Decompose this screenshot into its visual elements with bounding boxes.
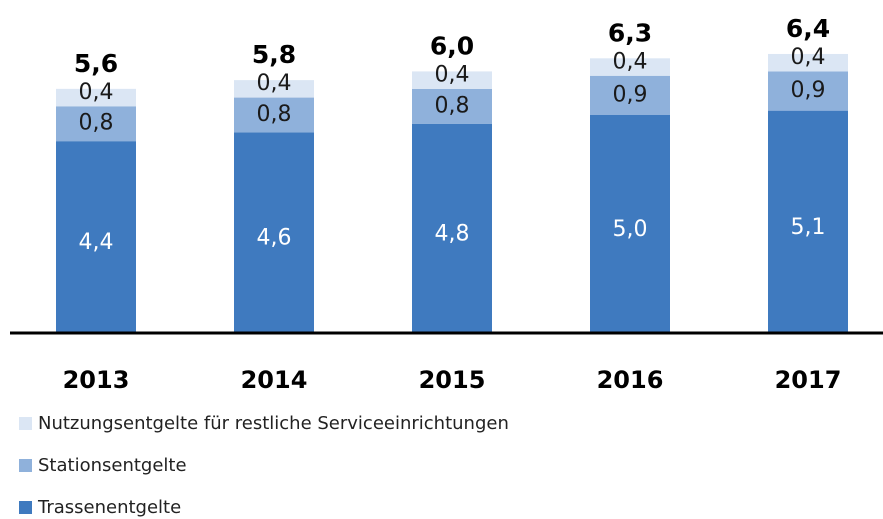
- total-label: 5,6: [74, 49, 118, 78]
- bar-segment: [56, 88, 136, 107]
- segment-label: 0,8: [79, 111, 114, 136]
- total-label: 6,0: [430, 31, 474, 60]
- segment-label: 5,1: [791, 215, 826, 240]
- segment-label: 0,9: [791, 78, 826, 103]
- bar-segment: [56, 141, 136, 333]
- total-label: 6,3: [608, 18, 652, 47]
- total-label: 6,4: [786, 14, 830, 43]
- x-tick-label: 2016: [597, 366, 664, 394]
- segment-label: 0,4: [79, 80, 114, 105]
- segment-label: 4,6: [257, 226, 292, 251]
- bar-segment: [590, 58, 670, 76]
- segment-label: 0,8: [257, 102, 292, 127]
- bar-segment: [590, 75, 670, 115]
- bar-segment: [412, 71, 492, 89]
- segment-label: 0,4: [435, 62, 470, 87]
- x-tick-label: 2017: [775, 366, 842, 394]
- bar-segment: [768, 71, 848, 111]
- x-tick-label: 2013: [63, 366, 130, 394]
- bar-segment: [412, 123, 492, 333]
- segment-label: 0,4: [257, 71, 292, 96]
- bar-segment: [768, 110, 848, 333]
- bar-segment: [56, 106, 136, 142]
- segment-label: 4,8: [435, 221, 470, 246]
- segment-label: 0,4: [791, 45, 826, 70]
- legend-swatch: [19, 501, 32, 514]
- legend-label: Trassenentgelte: [37, 497, 181, 518]
- segment-label: 0,8: [435, 93, 470, 118]
- segment-label: 0,9: [613, 82, 648, 107]
- bar-segment: [234, 80, 314, 98]
- legend-label: Nutzungsentgelte für restliche Serviceei…: [38, 413, 509, 434]
- x-tick-label: 2014: [241, 366, 308, 394]
- segment-label: 0,4: [613, 49, 648, 74]
- bar-segment: [590, 115, 670, 333]
- legend-label: Stationsentgelte: [38, 455, 187, 476]
- bar-segment: [234, 97, 314, 133]
- bar-segment: [768, 53, 848, 72]
- bar-segment: [234, 132, 314, 333]
- bar-segment: [412, 88, 492, 124]
- total-label: 5,8: [252, 40, 296, 69]
- segment-label: 5,0: [613, 217, 648, 242]
- x-tick-label: 2015: [419, 366, 486, 394]
- legend-swatch: [19, 459, 32, 472]
- legend-swatch: [19, 417, 32, 430]
- segment-label: 4,4: [79, 230, 114, 255]
